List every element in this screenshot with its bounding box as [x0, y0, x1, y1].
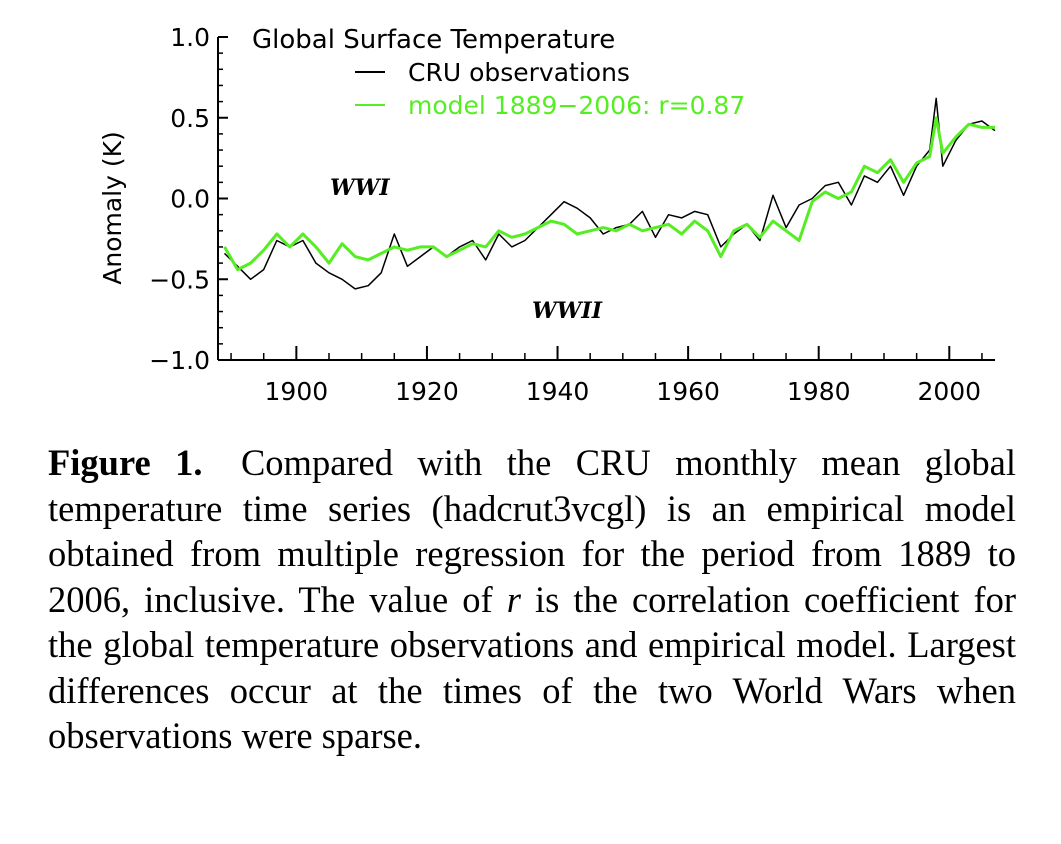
x-tick-label: 1920: [395, 377, 459, 406]
y-tick-label: 1.0: [170, 23, 210, 52]
temperature-chart: −1.0 −0.5 0.0 0.5 1.0 1900 1920 1940 1960 1980 200…: [98, 23, 996, 406]
caption-r-symbol: r: [506, 578, 521, 620]
annotation-wwii: WWII: [532, 298, 603, 324]
x-tick-label: 1940: [526, 377, 590, 406]
series-layer: [223, 97, 996, 290]
annotation-wwi: WWI: [330, 175, 390, 201]
y-axis-label: Anomaly (K): [98, 131, 127, 285]
y-tick-label: 0.5: [170, 104, 210, 133]
x-tick-label: 1900: [265, 377, 329, 406]
legend-label-model: model 1889−2006: r=0.87: [408, 91, 745, 120]
legend-label-cru: CRU observations: [408, 58, 630, 87]
y-tick-label: 0.0: [170, 185, 210, 214]
figure: −1.0 −0.5 0.0 0.5 1.0 1900 1920 1940 1960 1980 200…: [0, 0, 1061, 420]
caption-label: Figure 1.: [48, 442, 203, 483]
x-tick-label: 1980: [787, 377, 851, 406]
series-line-cru-observations: [223, 97, 996, 290]
y-tick-label: −1.0: [149, 346, 210, 375]
legend: CRU observations model 1889−2006: r=0.87: [355, 58, 745, 120]
series-line-model: [223, 116, 995, 272]
caption-text-part2: is the correlation coefficient for the g…: [48, 578, 1017, 757]
figure-caption: Figure 1. Compared with the CRU monthly …: [48, 440, 1016, 759]
chart-title: Global Surface Temperature: [252, 25, 615, 55]
x-tick-label: 1960: [656, 377, 720, 406]
x-tick-label: 2000: [917, 377, 981, 406]
caption-text-part1: Compared with the CRU monthly mean globa…: [48, 442, 1016, 620]
y-tick-label: −0.5: [149, 265, 210, 294]
axis-ticks: −1.0 −0.5 0.0 0.5 1.0 1900 1920 1940 1960 1980 200…: [149, 23, 983, 406]
